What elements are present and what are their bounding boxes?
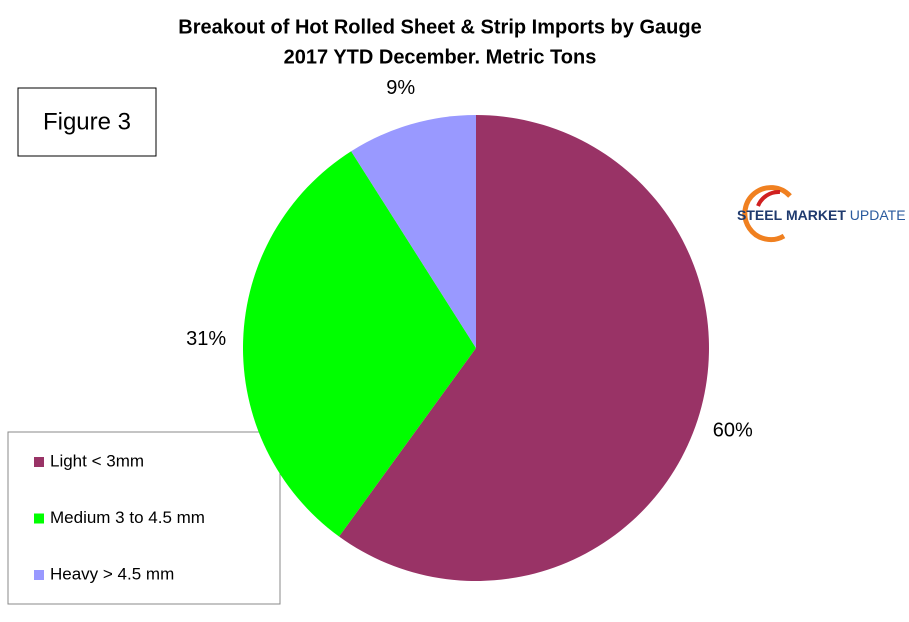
logo: STEEL MARKET UPDATE	[737, 185, 906, 243]
data-label: 31%	[186, 328, 226, 350]
chart-title: Breakout of Hot Rolled Sheet & Strip Imp…	[178, 16, 701, 38]
data-label: 60%	[713, 420, 753, 442]
chart-subtitle: 2017 YTD December. Metric Tons	[284, 46, 597, 68]
legend-label: Heavy > 4.5 mm	[50, 564, 174, 583]
legend-swatch	[34, 457, 44, 467]
logo-word: UPDATE	[850, 207, 906, 223]
figure-box	[17, 87, 157, 157]
legend-label: Light < 3mm	[50, 451, 144, 470]
legend-swatch	[34, 513, 44, 524]
figure-label: Figure 3	[43, 108, 131, 135]
legend-label: Medium 3 to 4.5 mm	[50, 508, 205, 527]
logo-word: MARKET	[786, 207, 846, 223]
pie-slice	[243, 151, 476, 537]
data-label: 9%	[386, 77, 415, 99]
pie-slice	[339, 115, 709, 581]
pie-slice	[351, 115, 476, 348]
logo-word: STEEL	[737, 207, 783, 223]
legend-box	[7, 431, 281, 605]
logo-swoosh	[742, 185, 792, 243]
legend-swatch	[34, 570, 44, 580]
logo-text: STEEL MARKET UPDATE	[737, 207, 906, 223]
logo-swoosh	[756, 189, 781, 207]
